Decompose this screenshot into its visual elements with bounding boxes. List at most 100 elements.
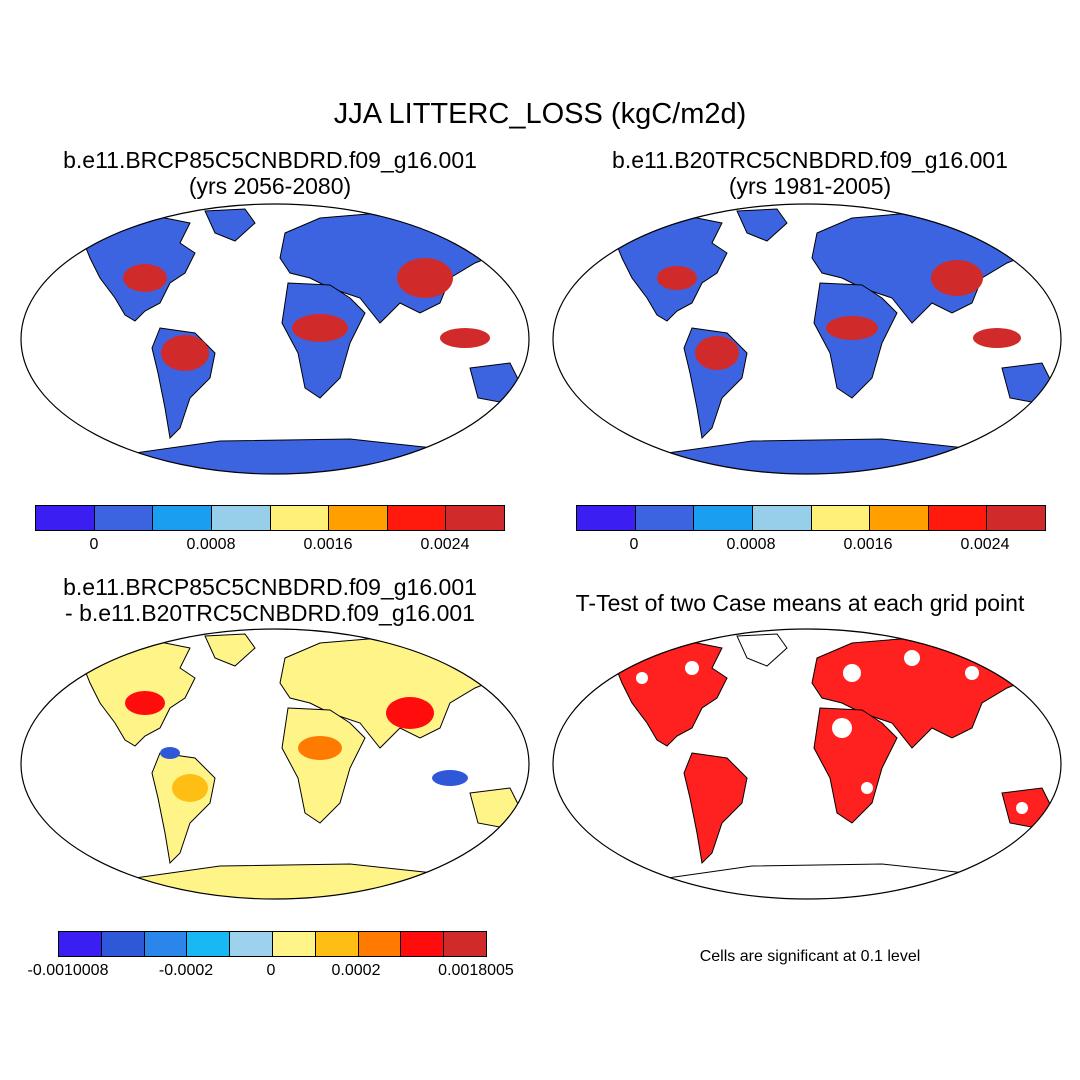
panel-title-diff-line2: - b.e11.B20TRC5CNBDRD.f09_g16.001 (65, 600, 475, 627)
region-eastern-us (123, 264, 167, 292)
panel-title-case1-line2: (yrs 2056-2080) (188, 173, 352, 200)
australia (1001, 362, 1053, 404)
colorbar-diff-box-9 (444, 932, 486, 956)
region-east-asia (931, 260, 983, 296)
speckle (861, 782, 873, 794)
panel-title-case2-line1: b.e11.B20TRC5CNBDRD.f09_g16.001 (612, 147, 1008, 173)
speckle (965, 666, 979, 680)
region-indonesia (432, 770, 468, 786)
colorbar-diff-tick: 0.0002 (331, 962, 381, 979)
colorbar-case1-box-6 (387, 506, 447, 530)
colorbar-diff-box-1 (101, 932, 145, 956)
colorbar-diff (58, 931, 487, 957)
colorbar-case1-box-5 (329, 506, 388, 530)
colorbar-case2-box-1 (635, 506, 695, 530)
high-value-regions (123, 258, 490, 371)
greenland (204, 208, 256, 242)
panel-title-case1-line1: b.e11.BRCP85C5CNBDRD.f09_g16.001 (63, 147, 477, 173)
antarctica (553, 863, 1061, 899)
colorbar-case1-box-7 (446, 506, 504, 530)
map-frame (20, 628, 530, 900)
high-value-regions (657, 260, 1021, 370)
australia (469, 362, 521, 404)
region-maritime-asia (973, 328, 1021, 348)
panel-title-case2-line2: (yrs 1981-2005) (728, 173, 892, 200)
colorbar-case1-tick: 0.0016 (303, 536, 353, 553)
anomaly-regions (125, 691, 468, 802)
map-case2 (552, 203, 1062, 475)
colorbar-case1-tick: 0 (89, 536, 99, 553)
colorbar-case2-tick: 0.0016 (843, 536, 893, 553)
colorbar-diff-tick: 0 (266, 962, 276, 979)
antarctica (21, 863, 529, 899)
region-amazon (172, 774, 208, 802)
map-frame (552, 628, 1062, 900)
colorbar-diff-box-4 (230, 932, 273, 956)
colorbar-case2-box-4 (811, 506, 871, 530)
colorbar-case2-box-6 (928, 506, 988, 530)
colorbar-diff-tick: 0.0018005 (438, 962, 514, 979)
colorbar-diff-box-7 (358, 932, 402, 956)
colorbar-case1-box-3 (211, 506, 271, 530)
region-eastern-us (125, 691, 165, 715)
colorbar-case2-box-0 (577, 506, 636, 530)
colorbar-diff-box-3 (187, 932, 231, 956)
region-east-asia (397, 258, 453, 298)
colorbar-case1-box-4 (270, 506, 330, 530)
colorbar-case1-tick: 0.0024 (420, 536, 470, 553)
panel-title-diff-line1: b.e11.BRCP85C5CNBDRD.f09_g16.001 (63, 574, 477, 600)
colorbar-case2-box-2 (694, 506, 753, 530)
region-central-africa (298, 736, 342, 760)
panel-title-ttest: T-Test of two Case means at each grid po… (575, 590, 1025, 616)
colorbar-case1-box-1 (94, 506, 154, 530)
colorbar-case1-box-0 (36, 506, 95, 530)
colorbar-diff-tick: -0.0010008 (27, 962, 109, 979)
greenland (736, 633, 788, 667)
region-central-africa (826, 316, 878, 340)
map-frame (552, 203, 1062, 475)
region-maritime-asia (440, 328, 490, 348)
africa (813, 707, 898, 824)
colorbar-case2-tick: 0.0008 (726, 536, 776, 553)
landmasses (553, 633, 1061, 899)
colorbar-diff-box-8 (401, 932, 445, 956)
colorbar-diff-box-2 (144, 932, 188, 956)
region-amazon (161, 335, 209, 371)
speckle (685, 661, 699, 675)
south-america (683, 752, 748, 865)
colorbar-diff-box-0 (59, 932, 102, 956)
colorbar-case2-box-3 (752, 506, 812, 530)
region-central-america (160, 747, 180, 759)
colorbar-case2-box-7 (987, 506, 1045, 530)
colorbar-diff-box-5 (272, 932, 316, 956)
colorbar-case2 (576, 505, 1046, 531)
africa (813, 282, 898, 399)
panel-title-diff: b.e11.BRCP85C5CNBDRD.f09_g16.001 - b.e11… (20, 574, 520, 627)
antarctica (553, 438, 1061, 474)
colorbar-case1-box-2 (153, 506, 212, 530)
colorbar-case1 (35, 505, 505, 531)
greenland (736, 208, 788, 242)
colorbar-case1-tick: 0.0008 (186, 536, 236, 553)
region-eastern-us (657, 266, 697, 290)
speckle (1016, 802, 1028, 814)
africa (281, 707, 366, 824)
region-india-china (386, 697, 434, 729)
non-significant-speckle (636, 650, 1028, 814)
figure-title: JJA LITTERC_LOSS (kgC/m2d) (333, 98, 747, 130)
colorbar-case2-tick: 0 (629, 536, 639, 553)
greenland (204, 633, 256, 667)
australia (469, 787, 521, 829)
panel-title-case2: b.e11.B20TRC5CNBDRD.f09_g16.001 (yrs 198… (560, 147, 1060, 200)
antarctica (21, 438, 529, 474)
map-frame (20, 203, 530, 475)
panel-title-case1: b.e11.BRCP85C5CNBDRD.f09_g16.001 (yrs 20… (20, 147, 520, 200)
map-diff (20, 628, 530, 900)
region-amazon (695, 336, 739, 370)
significance-note: Cells are significant at 0.1 level (699, 948, 921, 965)
colorbar-diff-box-6 (315, 932, 359, 956)
map-case1 (20, 203, 530, 475)
speckle (904, 650, 920, 666)
speckle (636, 672, 648, 684)
speckle (832, 718, 852, 738)
